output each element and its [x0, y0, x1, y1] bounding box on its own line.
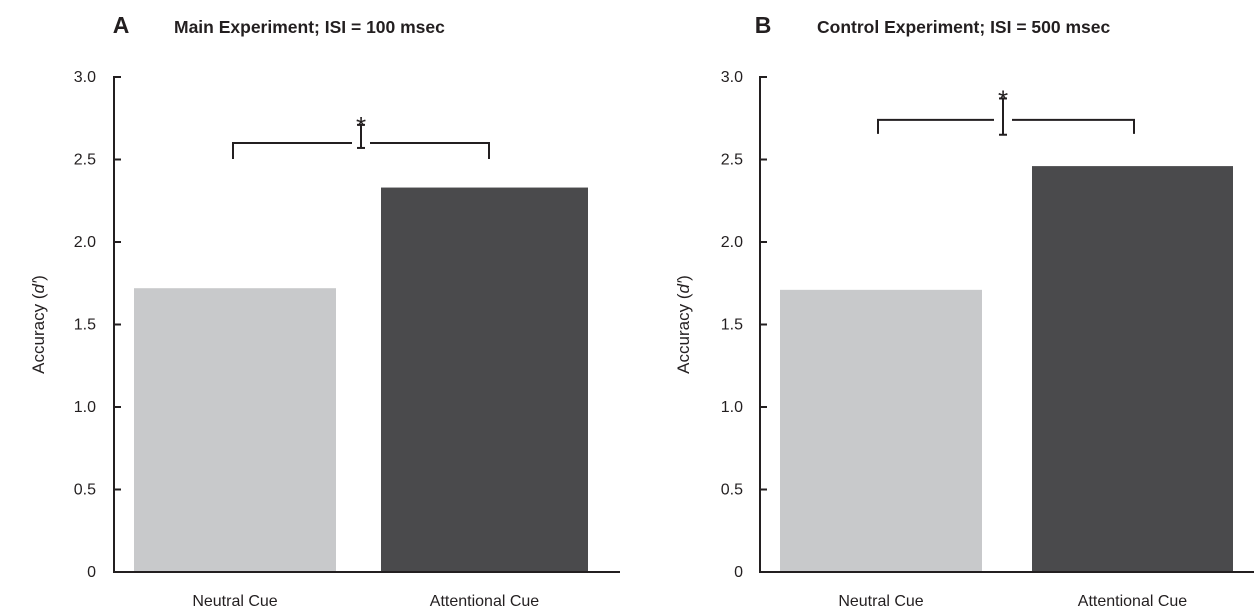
- y-tick-label: 2.0: [721, 234, 743, 251]
- bar-neutral-cue: [780, 289, 982, 572]
- chart-title: Main Experiment; ISI = 100 msec: [174, 17, 445, 37]
- chart-title: Control Experiment; ISI = 500 msec: [817, 17, 1110, 37]
- y-tick-label: 1.5: [74, 317, 96, 334]
- y-tick-label: 0.5: [721, 482, 743, 499]
- y-tick-label: 1.5: [721, 317, 743, 334]
- significance-asterisk: *: [998, 84, 1008, 114]
- chart-panel-b: B Control Experiment; ISI = 500 msec Neutr…: [674, 12, 1254, 610]
- significance-asterisk: *: [356, 111, 366, 141]
- panel-letter: B: [755, 12, 772, 38]
- x-tick-label: Attentional Cue: [430, 593, 540, 610]
- y-tick-label: 0: [87, 564, 96, 581]
- y-axis-label: Accuracy (d′): [29, 275, 48, 374]
- y-tick-label: 0.5: [74, 482, 96, 499]
- x-tick-label: Neutral Cue: [192, 593, 277, 610]
- bar-neutral-cue: [134, 288, 336, 572]
- panel-letter: A: [113, 12, 130, 38]
- significance-bracket-right: [370, 142, 490, 159]
- bar-attentional-cue: [1032, 166, 1233, 572]
- y-tick-label: 2.0: [74, 234, 96, 251]
- y-tick-label: 1.0: [74, 399, 96, 416]
- chart-panel-a: A Main Experiment; ISI = 100 msec Neutral …: [29, 12, 620, 610]
- y-tick-label: 1.0: [721, 399, 743, 416]
- bar-attentional-cue: [381, 187, 588, 573]
- y-tick-label: 0: [734, 564, 743, 581]
- significance-bracket-left: [877, 118, 994, 134]
- y-axis-label: Accuracy (d′): [674, 275, 693, 374]
- x-tick-label: Neutral Cue: [838, 593, 923, 610]
- y-tick-label: 3.0: [721, 69, 743, 86]
- x-tick-label: Attentional Cue: [1078, 593, 1188, 610]
- y-tick-label: 2.5: [74, 152, 96, 169]
- significance-bracket-left: [232, 142, 352, 159]
- y-tick-label: 3.0: [74, 69, 96, 86]
- significance-bracket-right: [1012, 118, 1135, 134]
- y-tick-label: 2.5: [721, 152, 743, 169]
